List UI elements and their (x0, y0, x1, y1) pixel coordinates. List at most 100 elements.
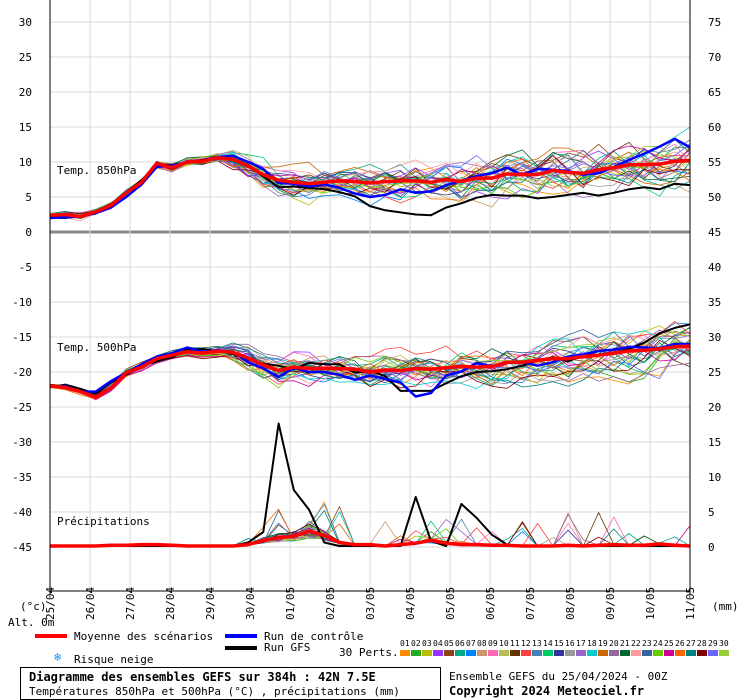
pert-color-swatch (554, 650, 564, 656)
left-tick-label: 5 (25, 191, 32, 204)
pert-color-swatch (565, 650, 575, 656)
pert-number: 22 (631, 639, 641, 648)
pert-color-swatch (532, 650, 542, 656)
pert-color-swatch (455, 650, 465, 656)
main-series (49, 137, 691, 548)
pert-color-swatch (576, 650, 586, 656)
label-t500: Temp. 500hPa (57, 341, 136, 354)
right-tick-label: 50 (708, 191, 721, 204)
legend-control-label: Run de contrôle (264, 630, 364, 643)
control-500-line (49, 342, 690, 398)
pert-number: 19 (598, 639, 608, 648)
pert-number: 27 (686, 639, 696, 648)
left-tick-label: -5 (19, 261, 32, 274)
pert-color-swatch (400, 650, 410, 656)
x-tick-label: 01/05 (284, 587, 297, 620)
right-tick-label: 45 (708, 226, 721, 239)
right-tick-label: 30 (708, 331, 721, 344)
legend-control-line (225, 634, 257, 638)
right-tick-label: 10 (708, 471, 721, 484)
pert-number-row: 01 02 03 04 05 06 07 08 09 10 11 12 13 14 15 16 17 18 19 20… (400, 639, 730, 659)
snow-icon: ❄ (54, 650, 62, 664)
pert-color-swatch (631, 650, 641, 656)
pert-number: 07 (466, 639, 476, 648)
left-tick-label: -15 (12, 331, 32, 344)
left-tick-label: 15 (19, 121, 32, 134)
pert-number: 08 (477, 639, 487, 648)
x-tick-label: 27/04 (124, 587, 137, 620)
copyright: Copyright 2024 Meteociel.fr (449, 684, 645, 698)
pert-number: 01 (400, 639, 410, 648)
left-tick-label: 25 (19, 51, 32, 64)
x-tick-label: 11/05 (684, 587, 697, 620)
pert-number: 06 (455, 639, 465, 648)
legend-gfs-line (225, 646, 257, 650)
pert-color-swatch (543, 650, 553, 656)
pert-color-swatch (609, 650, 619, 656)
pert-number: 24 (653, 639, 663, 648)
right-tick-label: 60 (708, 121, 721, 134)
pert-color-swatch (587, 650, 597, 656)
x-tick-label: 02/05 (324, 587, 337, 620)
right-tick-label: 70 (708, 51, 721, 64)
pert-number: 17 (576, 639, 586, 648)
x-tick-label: 04/05 (404, 587, 417, 620)
mean-500-line (49, 344, 691, 399)
pert-number: 26 (675, 639, 685, 648)
label-t850: Temp. 850hPa (57, 164, 136, 177)
x-tick-label: 29/04 (204, 587, 217, 620)
pert-number: 15 (554, 639, 564, 648)
pert-color-swatch (521, 650, 531, 656)
left-tick-label: 0 (25, 226, 32, 239)
x-tick-label: 08/05 (564, 587, 577, 620)
pert-number: 23 (642, 639, 652, 648)
left-tick-label: 10 (19, 156, 32, 169)
chart-subtitle: Températures 850hPa et 500hPa (°C) , pré… (29, 685, 400, 698)
pert-number: 10 (499, 639, 509, 648)
right-axis-unit: (mm) (712, 600, 739, 613)
pert-color-swatch (642, 650, 652, 656)
pert-number: 05 (444, 639, 454, 648)
pert-color-swatch (411, 650, 421, 656)
x-tick-label: 25/04 (44, 587, 57, 620)
legend-mean-line (35, 634, 67, 638)
right-tick-label: 65 (708, 86, 721, 99)
x-tick-label: 10/05 (644, 587, 657, 620)
pert-color-swatch (708, 650, 718, 656)
right-tick-label: 15 (708, 436, 721, 449)
mean-precip-line (50, 529, 691, 548)
right-tick-label: 5 (708, 506, 715, 519)
pert-color-swatch (598, 650, 608, 656)
run-info: Ensemble GEFS du 25/04/2024 - 00Z (449, 670, 668, 683)
label-precip: Précipitations (57, 515, 150, 528)
pert-color-swatch (466, 650, 476, 656)
x-tick-label: 28/04 (164, 587, 177, 620)
left-tick-label: -30 (12, 436, 32, 449)
pert-number: 28 (697, 639, 707, 648)
chart-title: Diagramme des ensembles GEFS sur 384h : … (29, 670, 376, 684)
legend-mean-label: Moyenne des scénarios (74, 630, 214, 643)
pert-color-swatch (719, 650, 729, 656)
x-tick-label: 07/05 (524, 587, 537, 620)
x-tick-label: 06/05 (484, 587, 497, 620)
left-tick-label: -10 (12, 296, 32, 309)
pert-number: 12 (521, 639, 531, 648)
left-tick-label: -20 (12, 366, 32, 379)
pert-color-swatch (686, 650, 696, 656)
legend-snow-label: Risque neige (74, 653, 154, 666)
pert-number: 13 (532, 639, 542, 648)
altitude-label: Alt. 0m (8, 616, 55, 629)
mean-850-line (49, 156, 691, 219)
pert-color-swatch (433, 650, 443, 656)
right-tick-label: 40 (708, 261, 721, 274)
x-tick-label: 09/05 (604, 587, 617, 620)
pert-color-swatch (499, 650, 509, 656)
pert-color-swatch (675, 650, 685, 656)
pert-number: 14 (543, 639, 553, 648)
pert-color-swatch (477, 650, 487, 656)
pert-color-swatch (444, 650, 454, 656)
pert-number: 04 (433, 639, 443, 648)
pert-number: 16 (565, 639, 575, 648)
